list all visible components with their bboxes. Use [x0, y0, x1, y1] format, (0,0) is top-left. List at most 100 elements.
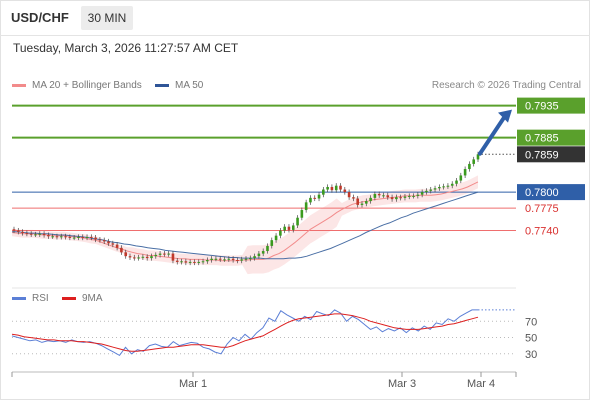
candle-body [158, 253, 162, 255]
candle-body [154, 254, 158, 257]
projection-arrow-shaft [478, 112, 508, 156]
candle-body [364, 201, 368, 204]
candle-body [416, 194, 420, 196]
candle-body [317, 194, 321, 199]
candle-body [163, 253, 166, 255]
x-tick-Mar 4: Mar 4 [467, 378, 495, 390]
candle-body [261, 251, 265, 254]
candle-body [352, 197, 355, 199]
projection-arrow-head [498, 109, 512, 123]
candle-body [429, 189, 433, 191]
level-tag-0.7935: 0.7935 [525, 101, 559, 113]
candle-body [476, 154, 480, 160]
candle-body [283, 226, 286, 231]
candle-body [468, 163, 471, 170]
candle-body [322, 189, 325, 195]
candle-body [257, 253, 261, 257]
timeframe-badge[interactable]: 30 MIN [81, 6, 133, 30]
candle-body [304, 202, 308, 211]
candle-body [395, 197, 398, 200]
rsi-ma-swatch [62, 297, 76, 300]
candle-body [201, 261, 205, 263]
candle-body [334, 185, 338, 191]
candle-body [98, 239, 102, 241]
candle-body [167, 253, 170, 255]
candle-body [231, 258, 235, 261]
candle-body [450, 183, 454, 186]
candle-body [12, 229, 16, 231]
candle-body [206, 260, 209, 262]
level-tag-0.7859: 0.7859 [525, 149, 559, 161]
legend-rsi: RSI [12, 293, 49, 304]
header-divider [0, 35, 590, 36]
candle-body [47, 235, 50, 237]
x-tick-Mar 1: Mar 1 [179, 378, 207, 390]
candle-body [266, 245, 269, 252]
candle-body [90, 236, 93, 238]
ma50-line [12, 191, 479, 260]
candle-body [386, 195, 390, 198]
candle-body [296, 217, 299, 226]
candle-body [347, 192, 351, 198]
candle-body [180, 261, 183, 263]
rsi-tick-50: 50 [525, 333, 537, 345]
candle-body [227, 258, 231, 260]
candle-body [55, 236, 59, 238]
candle-body [240, 259, 244, 261]
candle-body [343, 189, 347, 193]
x-tick-Mar 3: Mar 3 [388, 378, 416, 390]
candle-body [425, 190, 428, 193]
candle-body [326, 186, 329, 190]
candle-body [107, 241, 110, 244]
legend-ma50-label: MA 50 [175, 80, 204, 91]
candle-body [150, 256, 153, 259]
candle-body [446, 185, 450, 187]
candle-body [124, 252, 128, 257]
candle-body [274, 235, 278, 241]
candle-body [120, 247, 123, 253]
candle-body [38, 233, 42, 235]
candle-body [81, 236, 85, 238]
level-tag-0.7885: 0.7885 [525, 133, 559, 145]
candle-body [51, 236, 54, 238]
candle-body [223, 259, 226, 261]
candle-body [407, 195, 411, 197]
candle-body [210, 258, 213, 261]
candle-body [244, 258, 248, 260]
candle-body [197, 261, 201, 263]
copyright-text: Research © 2026 Trading Central [431, 80, 581, 91]
level-tag-0.7800: 0.7800 [525, 187, 559, 199]
candle-body [85, 236, 89, 238]
candle-body [412, 195, 415, 197]
ma50-swatch [155, 84, 169, 87]
candle-body [403, 196, 407, 198]
candle-body [313, 197, 317, 199]
legend-rsi-label: RSI [32, 293, 49, 304]
candle-body [77, 236, 80, 238]
candle-body [218, 258, 222, 260]
candle-body [59, 236, 63, 238]
candle-body [360, 203, 364, 205]
rsi-tick-70: 70 [525, 316, 537, 328]
candle-body [390, 197, 394, 200]
candle-body [291, 225, 295, 230]
candle-body [72, 237, 76, 239]
candle-body [253, 256, 256, 259]
candle-body [420, 192, 424, 195]
candle-body [279, 230, 282, 236]
bollinger-band [12, 175, 478, 275]
candle-body [330, 186, 334, 191]
legend-ma50: MA 50 [155, 80, 203, 91]
candle-body [175, 260, 179, 262]
level-tag-bg-0.7935 [517, 97, 585, 114]
candle-body [42, 233, 46, 236]
candle-body [236, 260, 239, 262]
candle-body [171, 253, 175, 261]
rsi-tick-30: 30 [525, 349, 537, 361]
candle-body [128, 256, 132, 258]
candle-body [248, 258, 252, 260]
candle-body [438, 186, 441, 189]
level-tag-0.7740: 0.7740 [525, 226, 559, 238]
level-tag-0.7775: 0.7775 [525, 203, 559, 215]
candle-body [34, 234, 37, 236]
